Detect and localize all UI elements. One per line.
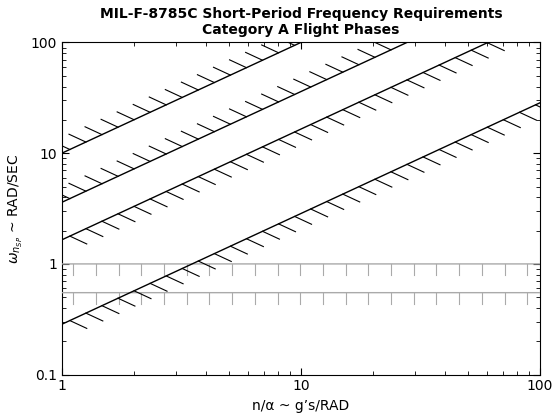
X-axis label: n/α ~ g’s/RAD: n/α ~ g’s/RAD	[252, 399, 349, 413]
Y-axis label: $\omega_{n_{SP}}$ ~ RAD/SEC: $\omega_{n_{SP}}$ ~ RAD/SEC	[7, 153, 25, 264]
Title: MIL-F-8785C Short-Period Frequency Requirements
Category A Flight Phases: MIL-F-8785C Short-Period Frequency Requi…	[100, 7, 502, 37]
